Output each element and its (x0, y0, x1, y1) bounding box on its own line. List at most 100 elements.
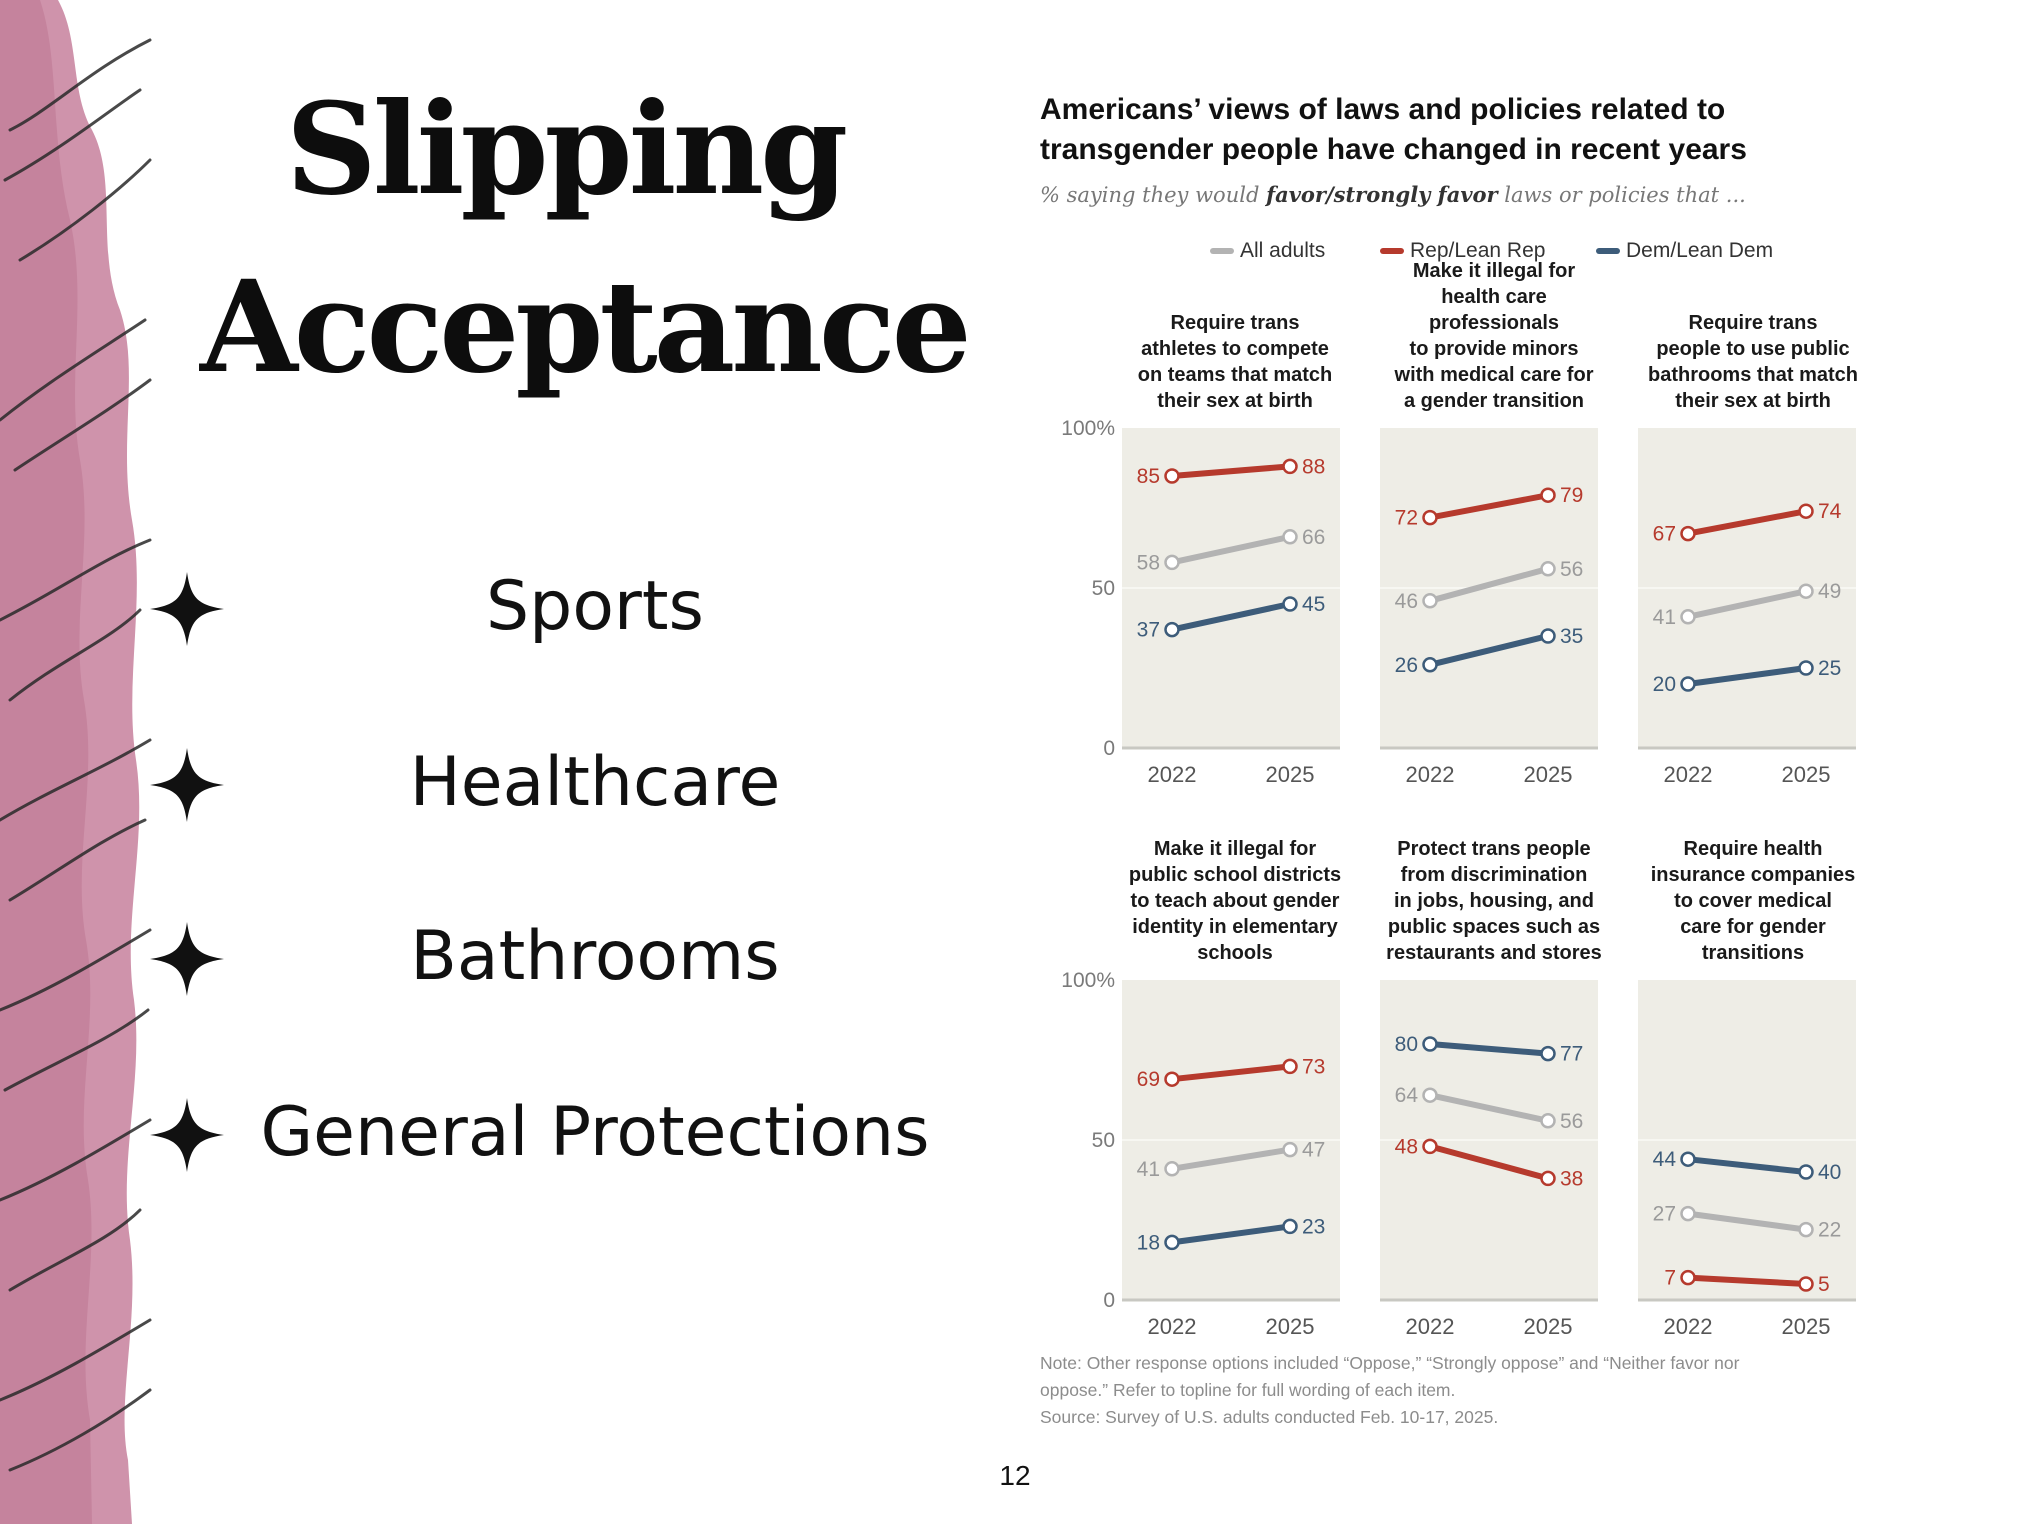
legend-label: Rep/Lean Rep (1410, 239, 1546, 262)
data-point-dem-lean-dem (1540, 1045, 1556, 1062)
data-point-all-adults (1422, 593, 1438, 609)
data-label-all-adults: 46 (1395, 590, 1418, 613)
x-tick-label: 2025 (1266, 1314, 1315, 1339)
x-tick-label: 2022 (1148, 1314, 1197, 1339)
data-label-dem-lean-dem: 25 (1818, 657, 1841, 680)
data-point-all-adults (1422, 1087, 1438, 1103)
bullet-label: Sports (486, 567, 704, 646)
panel-title-line: a gender transition (1403, 390, 1585, 412)
bullet-label: Healthcare (409, 743, 781, 822)
data-point-dem-lean-dem (1798, 660, 1814, 676)
data-label-rep-lean-rep: 88 (1302, 455, 1325, 478)
x-tick-label: 2025 (1782, 762, 1831, 787)
data-point-rep-lean-rep (1680, 1269, 1696, 1286)
chart-legend: All adults Rep/Lean Rep Dem/Lean Dem (1210, 236, 1810, 266)
y-tick-label: 0 (1103, 737, 1115, 760)
data-label-all-adults: 56 (1560, 558, 1583, 581)
data-label-rep-lean-rep: 79 (1560, 484, 1583, 507)
data-label-dem-lean-dem: 80 (1395, 1033, 1418, 1056)
panel-title-line: Require health (1683, 838, 1823, 860)
data-label-rep-lean-rep: 5 (1818, 1273, 1830, 1296)
data-label-dem-lean-dem: 35 (1560, 625, 1583, 648)
legend-item-rep: Rep/Lean Rep (1380, 236, 1545, 266)
chart-subtitle: % saying they would favor/strongly favor… (1040, 182, 1940, 207)
data-point-dem-lean-dem (1680, 676, 1696, 692)
series-line-rep-lean-rep (1169, 463, 1293, 479)
y-tick-label: 100% (1061, 417, 1115, 440)
x-tick-label: 2022 (1406, 762, 1455, 787)
panel-title-line: their sex at birth (1675, 390, 1831, 412)
data-point-dem-lean-dem (1282, 596, 1298, 612)
panel-title-line: athletes to compete (1141, 338, 1329, 360)
series-line-rep-lean-rep (1169, 1063, 1293, 1083)
data-label-all-adults: 47 (1302, 1139, 1325, 1162)
data-label-rep-lean-rep: 73 (1302, 1055, 1325, 1078)
data-point-all-adults (1282, 1141, 1298, 1158)
data-point-rep-lean-rep (1164, 1071, 1180, 1087)
panel-title-line: insurance companies (1650, 864, 1856, 886)
series-line-dem-lean-dem (1169, 601, 1293, 633)
data-point-rep-lean-rep (1164, 468, 1180, 484)
four-point-star-icon (150, 748, 224, 822)
series-line-all-adults (1169, 533, 1293, 566)
data-point-dem-lean-dem (1164, 1234, 1180, 1251)
data-label-dem-lean-dem: 20 (1653, 673, 1676, 696)
series-line-all-adults (1685, 1210, 1809, 1233)
x-tick-label: 2025 (1782, 1314, 1831, 1339)
subtitle-suffix: laws or policies that ... (1497, 183, 1746, 207)
data-point-all-adults (1680, 1205, 1696, 1222)
data-label-dem-lean-dem: 44 (1653, 1148, 1677, 1171)
panel-title-line: in jobs, housing, and (1394, 890, 1594, 912)
chart-title: Americans’ views of laws and policies re… (1040, 90, 1940, 170)
panel-title-line: their sex at birth (1157, 390, 1313, 412)
x-tick-label: 2022 (1664, 1314, 1713, 1339)
data-label-rep-lean-rep: 74 (1818, 500, 1842, 523)
data-label-all-adults: 58 (1137, 551, 1160, 574)
x-tick-label: 2025 (1524, 1314, 1573, 1339)
panel-title-line: on teams that match (1137, 364, 1333, 386)
y-tick-label: 100% (1061, 969, 1115, 992)
data-point-all-adults (1164, 1161, 1180, 1177)
data-point-dem-lean-dem (1798, 1164, 1814, 1180)
page-number: 12 (999, 1460, 1031, 1491)
x-tick-label: 2022 (1148, 762, 1197, 787)
series-line-rep-lean-rep (1427, 492, 1551, 521)
subtitle-prefix: % saying they would (1040, 183, 1267, 207)
data-point-all-adults (1798, 583, 1814, 599)
chart-title-line-2: transgender people have changed in recen… (1040, 133, 1747, 166)
legend-swatch (1380, 248, 1404, 255)
bullet-item-bathrooms: Bathrooms (150, 912, 950, 1002)
panel-title-line: from discrimination (1400, 864, 1588, 886)
data-point-all-adults (1680, 609, 1696, 625)
data-label-rep-lean-rep: 67 (1653, 523, 1676, 546)
panel-title-line: Make it illegal for (1153, 838, 1317, 860)
legend-item-dem: Dem/Lean Dem (1596, 236, 1773, 266)
panel-title-healthcare: Make it illegal for health care professio… (1374, 260, 1614, 414)
data-label-dem-lean-dem: 26 (1395, 654, 1418, 677)
legend-item-all-adults: All adults (1210, 236, 1325, 266)
series-line-dem-lean-dem (1685, 1156, 1809, 1175)
data-label-rep-lean-rep: 7 (1664, 1267, 1676, 1290)
note-line-2: oppose.” Refer to topline for full wordi… (1040, 1380, 1456, 1400)
panel-title-line: Require trans (1170, 312, 1300, 334)
data-point-all-adults (1540, 1113, 1556, 1129)
y-tick-label: 50 (1092, 577, 1115, 600)
panel-title-line: transitions (1701, 942, 1805, 964)
panel-title-line: public school districts (1128, 864, 1342, 886)
panel-title-line: restaurants and stores (1386, 942, 1602, 964)
series-line-all-adults (1685, 588, 1809, 620)
data-label-rep-lean-rep: 69 (1137, 1068, 1160, 1091)
data-point-rep-lean-rep (1540, 1170, 1556, 1187)
x-tick-label: 2025 (1266, 762, 1315, 787)
source-line: Source: Survey of U.S. adults conducted … (1040, 1407, 1499, 1427)
data-point-rep-lean-rep (1540, 487, 1556, 503)
bullet-label: Bathrooms (410, 917, 780, 996)
four-point-star-icon (150, 922, 224, 996)
data-label-dem-lean-dem: 45 (1302, 593, 1325, 616)
panel-title-line: people to use public (1656, 338, 1850, 360)
data-point-rep-lean-rep (1680, 525, 1696, 542)
data-label-dem-lean-dem: 77 (1560, 1043, 1583, 1066)
series-line-dem-lean-dem (1427, 633, 1551, 668)
panel-title-line: to teach about gender (1130, 890, 1340, 912)
series-line-dem-lean-dem (1685, 665, 1809, 687)
